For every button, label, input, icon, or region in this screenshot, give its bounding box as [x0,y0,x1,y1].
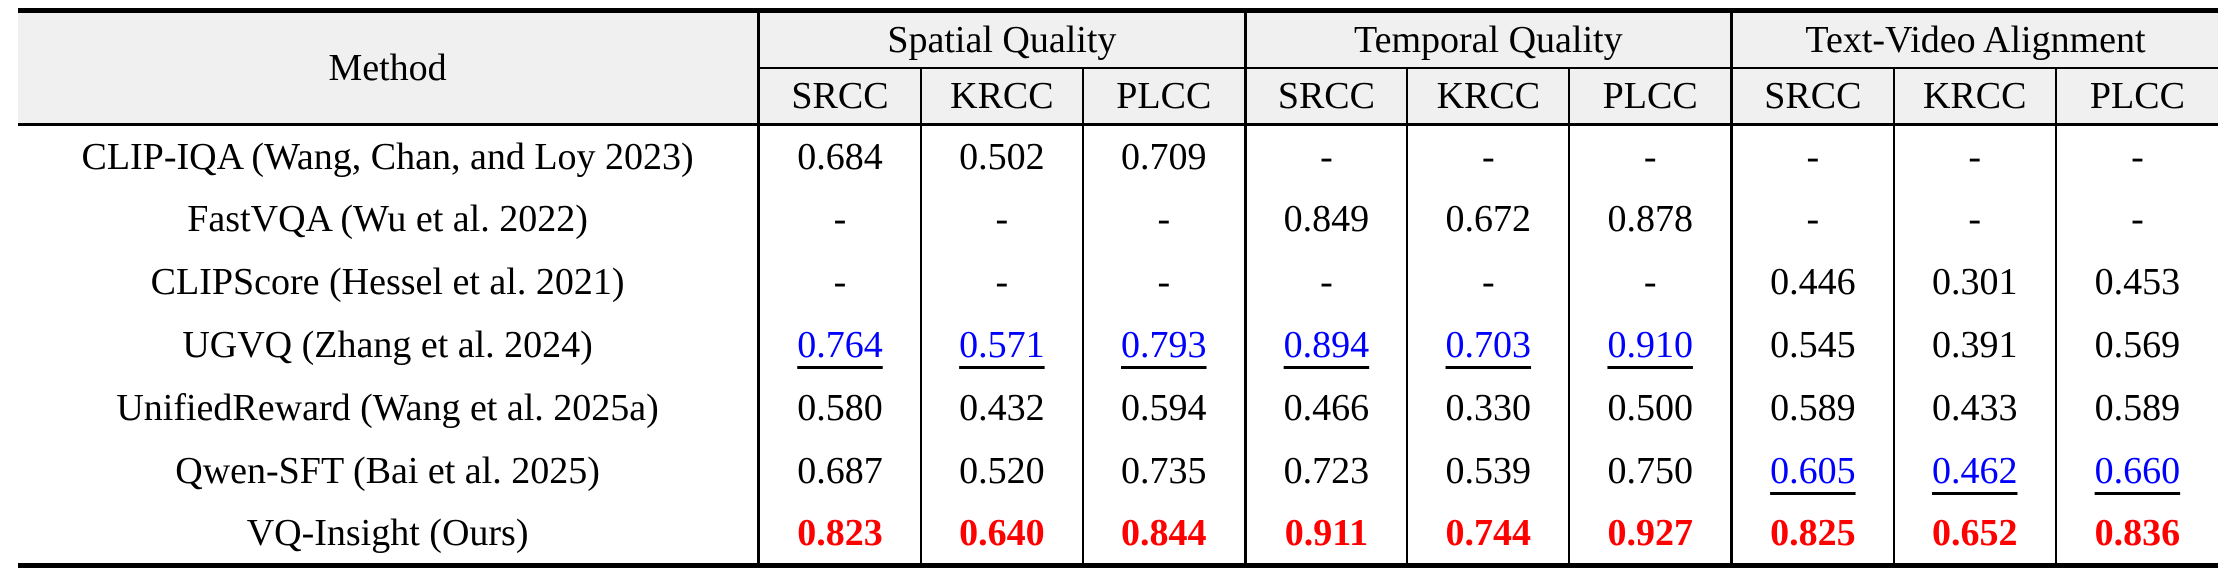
value-cell: 0.520 [919,439,1083,503]
value-cell: 0.687 [757,439,921,503]
value-cell: 0.744 [1406,502,1570,566]
value-cell: 0.660 [2054,439,2218,503]
value-cell: 0.894 [1243,313,1408,377]
value-cell: - [1243,124,1408,188]
value-cell: 0.391 [1892,313,2056,377]
method-cell: FastVQA (Wu et al. 2022) [187,198,588,240]
value-cell: 0.462 [1892,439,2056,503]
value-cell: 0.589 [1730,376,1894,440]
value-cell: 0.764 [757,313,921,377]
table-row: VQ-Insight (Ours) 0.823 0.640 0.844 0.911 0.7… [18,502,2218,566]
value-cell: 0.539 [1406,439,1570,503]
metric-header: PLCC [2054,67,2218,126]
value-cell: 0.910 [1568,313,1732,377]
value-cell: 0.735 [1081,439,1246,503]
value-cell: 0.545 [1730,313,1894,377]
results-table-container: Method Spatial Quality Temporal Quality … [18,8,2218,568]
metric-header: PLCC [1568,67,1732,126]
value-cell: - [1568,250,1732,314]
value-cell: - [919,250,1083,314]
table-row: CLIP-IQA (Wang, Chan, and Loy 2023) 0.684… [18,124,2218,188]
table-header: Method Spatial Quality Temporal Quality … [18,10,2218,126]
value-cell: 0.793 [1081,313,1246,377]
value-cell: - [1730,187,1894,251]
value-cell: 0.502 [919,124,1083,188]
metric-header: PLCC [1081,67,1246,126]
value-cell: 0.825 [1730,502,1894,566]
value-cell: - [757,187,921,251]
group-header-temporal-quality: Temporal Quality [1243,10,1732,69]
table-row: CLIPScore (Hessel et al. 2021) - - - - - -0.44… [18,250,2218,314]
metric-header-row: SRCC KRCC PLCC SRCC KRCC PLCC SRCC KRCC … [18,67,2218,126]
value-cell: 0.301 [1892,250,2056,314]
value-cell: 0.330 [1406,376,1570,440]
value-cell: 0.433 [1892,376,2056,440]
group-header-text-video-alignment: Text-Video Alignment [1730,10,2218,69]
value-cell: 0.466 [1243,376,1408,440]
method-cell: CLIP-IQA (Wang, Chan, and Loy 2023) [81,135,694,178]
value-cell: 0.605 [1730,439,1894,503]
value-cell: - [1243,250,1408,314]
value-cell: 0.703 [1406,313,1570,377]
value-cell: 0.927 [1568,502,1732,566]
results-table: Method Spatial Quality Temporal Quality … [18,8,2218,568]
method-cell: VQ-Insight (Ours) [246,511,529,554]
group-header-spatial-quality: Spatial Quality [757,10,1246,69]
group-header-row: Method Spatial Quality Temporal Quality … [18,10,2218,126]
metric-header: KRCC [1406,67,1570,126]
value-cell: 0.844 [1081,502,1246,566]
method-cell: UGVQ (Zhang et al. 2024) [182,324,593,366]
method-cell: CLIPScore (Hessel et al. 2021) [150,261,625,303]
value-cell: 0.571 [919,313,1083,377]
value-cell: - [1406,124,1570,188]
table-row: UnifiedReward (Wang et al. 2025a) 0.580 0.… [18,376,2218,440]
metric-header: SRCC [1730,67,1894,126]
value-cell: 0.672 [1406,187,1570,251]
value-cell: 0.500 [1568,376,1732,440]
value-cell: 0.589 [2054,376,2218,440]
value-cell: 0.684 [757,124,921,188]
value-cell: 0.594 [1081,376,1246,440]
value-cell: - [1406,250,1570,314]
value-cell: 0.723 [1243,439,1408,503]
value-cell: 0.709 [1081,124,1246,188]
table-row: Qwen-SFT (Bai et al. 2025) 0.687 0.520 0.73… [18,439,2218,503]
value-cell: - [1081,187,1246,251]
value-cell: 0.453 [2054,250,2218,314]
table-body: CLIP-IQA (Wang, Chan, and Loy 2023) 0.684… [18,124,2218,566]
value-cell: - [1730,124,1894,188]
value-cell: - [1081,250,1246,314]
metric-header: SRCC [757,67,921,126]
method-column-header: Method [18,10,759,126]
value-cell: 0.911 [1243,502,1408,566]
value-cell: 0.849 [1243,187,1408,251]
value-cell: 0.823 [757,502,921,566]
value-cell: - [2054,187,2218,251]
value-cell: 0.750 [1568,439,1732,503]
value-cell: - [1892,187,2056,251]
value-cell: - [757,250,921,314]
value-cell: - [1568,124,1732,188]
value-cell: 0.432 [919,376,1083,440]
table-row: FastVQA (Wu et al. 2022) - - -0.849 0.672 0.8… [18,187,2218,251]
value-cell: - [1892,124,2056,188]
value-cell: 0.836 [2054,502,2218,566]
metric-header: KRCC [1892,67,2056,126]
value-cell: 0.580 [757,376,921,440]
method-cell: Qwen-SFT (Bai et al. 2025) [175,450,600,492]
value-cell: 0.878 [1568,187,1732,251]
value-cell: 0.446 [1730,250,1894,314]
table-row: UGVQ (Zhang et al. 2024) 0.764 0.571 0.793 0… [18,313,2218,377]
value-cell: 0.569 [2054,313,2218,377]
value-cell: 0.652 [1892,502,2056,566]
value-cell: - [2054,124,2218,188]
value-cell: - [919,187,1083,251]
method-cell: UnifiedReward (Wang et al. 2025a) [116,387,659,429]
metric-header: KRCC [919,67,1083,126]
metric-header: SRCC [1243,67,1408,126]
value-cell: 0.640 [919,502,1083,566]
